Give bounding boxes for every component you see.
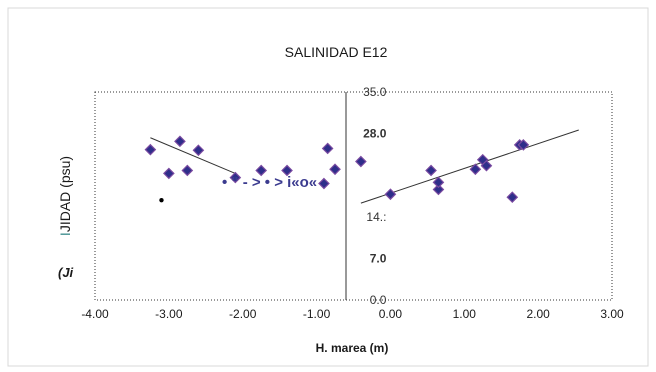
data-point <box>144 143 157 156</box>
data-point <box>229 171 242 184</box>
data-point <box>384 188 397 201</box>
data-point <box>281 164 293 177</box>
y-tick-labels: 35.0 28.0 14.: 7.0 0.0 <box>363 85 387 307</box>
y-axis-label-group: IJIDAD (psu) <box>57 156 73 236</box>
x-axis-label: H. marea (m) <box>316 341 389 355</box>
plot-area <box>94 91 613 301</box>
data-point <box>174 135 186 148</box>
data-point <box>255 164 268 177</box>
chart-title: SALINIDAD E12 <box>285 44 388 60</box>
y-axis-label: IJIDAD (psu) <box>57 156 73 236</box>
y-axis-label-text: JIDAD (psu) <box>57 156 73 232</box>
data-point <box>318 177 330 190</box>
y-tick-label: 7.0 <box>370 251 387 265</box>
x-tick-label: -3.00 <box>155 307 183 321</box>
data-point <box>469 163 482 176</box>
data-point <box>425 164 437 177</box>
x-tick-label: -2.00 <box>229 307 257 321</box>
y-tick-label: 0.0 <box>370 293 387 307</box>
x-tick-label: 0.00 <box>379 307 403 321</box>
trendline-1 <box>150 137 236 174</box>
x-tick-label: 3.00 <box>600 307 624 321</box>
x-tick-label: 1.00 <box>453 307 477 321</box>
y-tick-label: 28.0 <box>363 127 387 141</box>
x-tick-label: 2.00 <box>526 307 550 321</box>
trendline-2 <box>360 129 579 204</box>
x-tick-labels: -4.00 -3.00 -2.00 -1.00 0.00 1.00 2.00 3.00 <box>81 307 624 321</box>
data-point <box>181 164 194 177</box>
data-point <box>517 139 530 151</box>
data-point <box>480 159 493 172</box>
x-tick-label: -4.00 <box>81 307 109 321</box>
y-axis-label-prefix: I <box>57 232 73 236</box>
x-tick-label: -1.00 <box>303 307 331 321</box>
data-point <box>321 142 334 155</box>
stray-dot <box>159 197 164 203</box>
data-point <box>329 163 341 176</box>
y-tick-label: 14.: <box>366 210 386 224</box>
data-point <box>506 191 519 204</box>
chart-frame <box>7 7 649 367</box>
trendlines <box>150 129 579 204</box>
data-point <box>192 144 205 157</box>
data-point <box>432 183 445 196</box>
overlay-artifact-text: • " - > • > i«o« <box>222 174 317 191</box>
data-points <box>144 135 530 204</box>
data-point <box>163 167 175 180</box>
y-tick-label: 35.0 <box>363 85 387 99</box>
data-point <box>432 176 445 189</box>
data-point <box>355 155 367 168</box>
corner-label: (Ji <box>58 265 74 280</box>
